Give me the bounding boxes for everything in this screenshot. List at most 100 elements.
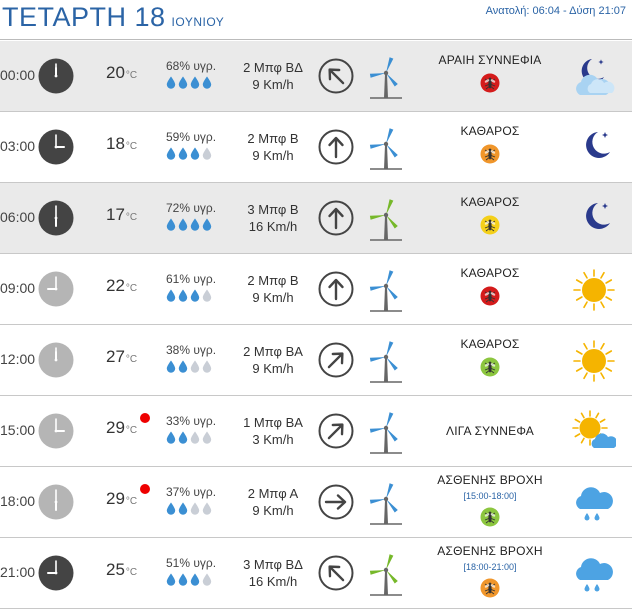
time-label: 15:00 <box>0 422 36 438</box>
temperature-value: 29 <box>106 489 125 508</box>
condition: ΚΑΘΑΡΟΣ <box>420 337 560 377</box>
drop-icon <box>202 147 212 160</box>
forecast-row: 09:00 22°C 61% υγρ. 2 Μπφ Β 9 Km/h ΚΑΘΑΡΟΣ <box>0 254 632 325</box>
drop-icon <box>178 502 188 515</box>
humidity-drops <box>166 573 236 587</box>
drop-icon <box>202 502 212 515</box>
humidity-drops <box>166 147 236 161</box>
day-header: ΤΕΤΑΡΤΗ 18 ΙΟΥΝΙΟΥ Ανατολή: 06:04 - Δύση … <box>0 0 632 40</box>
wind-speed: 16 Km/h <box>248 219 298 234</box>
drop-icon <box>166 431 176 444</box>
mosquito-icon <box>480 357 500 377</box>
wind-direction-icon <box>318 200 354 236</box>
clock-icon <box>38 129 74 165</box>
drop-icon <box>202 431 212 444</box>
drop-icon <box>166 502 176 515</box>
temperature-unit: °C <box>125 70 138 81</box>
humidity: 61% υγρ. <box>166 272 236 303</box>
wind-speed: 9 Km/h <box>252 361 294 376</box>
wind-speed: 9 Km/h <box>252 77 294 92</box>
drop-icon <box>178 289 188 302</box>
temperature-unit: °C <box>125 212 138 223</box>
day-title: ΤΕΤΑΡΤΗ 18 ΙΟΥΝΙΟΥ <box>2 2 224 33</box>
temperature-value: 22 <box>106 276 125 295</box>
humidity-drops <box>166 218 236 232</box>
condition-label: ΛΙΓΑ ΣΥΝΝΕΦΑ <box>446 424 534 438</box>
condition-label: ΚΑΘΑΡΟΣ <box>460 337 520 351</box>
temperature: 29°C <box>106 489 137 509</box>
wind-info: 2 Μπφ Β 9 Km/h <box>228 130 318 164</box>
temperature-unit: °C <box>125 496 138 507</box>
temperature-unit: °C <box>125 354 138 365</box>
clock-icon <box>38 58 74 94</box>
wind-force: 2 Μπφ Β <box>247 131 299 146</box>
condition: ΑΣΘΕΝΗΣ ΒΡΟΧΗ [18:00-21:00] <box>420 544 560 598</box>
drop-icon <box>166 218 176 231</box>
drop-icon <box>178 360 188 373</box>
sun-icon <box>572 339 616 383</box>
day-label: ΤΕΤΑΡΤΗ 18 <box>2 2 166 32</box>
temperature-unit: °C <box>125 567 138 578</box>
temperature: 29°C <box>106 418 137 438</box>
time-label: 12:00 <box>0 351 36 367</box>
drop-icon <box>166 147 176 160</box>
humidity: 68% υγρ. <box>166 59 236 90</box>
rain-cloud-icon <box>572 552 616 596</box>
temperature-unit: °C <box>125 425 138 436</box>
forecast-row: 15:00 29°C 33% υγρ. 1 Μπφ ΒΑ 3 Km/h ΛΙΓΑ ΣΥ… <box>0 396 632 467</box>
temperature-value: 17 <box>106 205 125 224</box>
temperature-value: 25 <box>106 560 125 579</box>
humidity-value: 51% υγρ. <box>166 556 217 570</box>
drop-icon <box>190 502 200 515</box>
time-label: 03:00 <box>0 138 36 154</box>
humidity-value: 59% υγρ. <box>166 130 217 144</box>
wind-turbine-icon <box>366 267 406 313</box>
drop-icon <box>202 76 212 89</box>
wind-speed: 9 Km/h <box>252 503 294 518</box>
moon-icon <box>572 197 616 241</box>
humidity: 33% υγρ. <box>166 414 236 445</box>
forecast-list: 00:00 20°C 68% υγρ. 2 Μπφ ΒΔ 9 Km/h ΑΡΑΙΗ Σ… <box>0 41 632 609</box>
alert-dot-icon <box>140 484 150 494</box>
drop-icon <box>190 289 200 302</box>
drop-icon <box>190 573 200 586</box>
drop-icon <box>166 76 176 89</box>
wind-info: 2 Μπφ Α 9 Km/h <box>228 485 318 519</box>
drop-icon <box>178 147 188 160</box>
clock-icon <box>38 271 74 307</box>
wind-turbine-icon <box>366 338 406 384</box>
wind-direction-icon <box>318 484 354 520</box>
forecast-row: 03:00 18°C 59% υγρ. 2 Μπφ Β 9 Km/h ΚΑΘΑΡΟΣ <box>0 112 632 183</box>
wind-info: 2 Μπφ ΒΔ 9 Km/h <box>228 59 318 93</box>
drop-icon <box>202 573 212 586</box>
condition-label: ΚΑΘΑΡΟΣ <box>460 266 520 280</box>
humidity: 59% υγρ. <box>166 130 236 161</box>
wind-force: 3 Μπφ Β <box>247 202 299 217</box>
rain-time-range: [15:00-18:00] <box>463 491 517 501</box>
wind-speed: 9 Km/h <box>252 290 294 305</box>
clock-icon <box>38 342 74 378</box>
wind-direction-icon <box>318 271 354 307</box>
time-label: 21:00 <box>0 564 36 580</box>
time-label: 06:00 <box>0 209 36 225</box>
drop-icon <box>202 289 212 302</box>
humidity-value: 68% υγρ. <box>166 59 217 73</box>
drop-icon <box>166 360 176 373</box>
temperature-value: 29 <box>106 418 125 437</box>
drop-icon <box>190 218 200 231</box>
drop-icon <box>190 431 200 444</box>
sun-times: Ανατολή: 06:04 - Δύση 21:07 <box>485 5 626 17</box>
temperature-unit: °C <box>125 141 138 152</box>
wind-speed: 3 Km/h <box>252 432 294 447</box>
wind-direction-icon <box>318 129 354 165</box>
wind-direction-icon <box>318 413 354 449</box>
wind-info: 2 Μπφ ΒΑ 9 Km/h <box>228 343 318 377</box>
drop-icon <box>178 76 188 89</box>
time-label: 09:00 <box>0 280 36 296</box>
forecast-row: 12:00 27°C 38% υγρ. 2 Μπφ ΒΑ 9 Km/h ΚΑΘΑΡΟΣ <box>0 325 632 396</box>
drop-icon <box>190 76 200 89</box>
humidity-value: 37% υγρ. <box>166 485 217 499</box>
humidity-value: 38% υγρ. <box>166 343 217 357</box>
temperature: 17°C <box>106 205 137 225</box>
wind-turbine-icon <box>366 409 406 455</box>
